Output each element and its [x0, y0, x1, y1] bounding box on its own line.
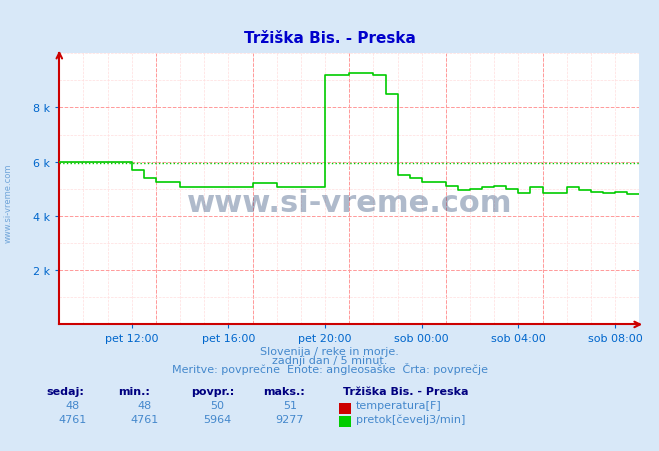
Text: 9277: 9277: [275, 414, 304, 423]
Text: 4761: 4761: [59, 414, 86, 423]
Text: temperatura[F]: temperatura[F]: [356, 400, 442, 410]
Text: 5964: 5964: [204, 414, 231, 423]
Text: 48: 48: [138, 400, 152, 410]
Text: 4761: 4761: [131, 414, 159, 423]
Text: 50: 50: [210, 400, 225, 410]
Text: maks.:: maks.:: [264, 387, 305, 396]
Text: Tržiška Bis. - Preska: Tržiška Bis. - Preska: [244, 31, 415, 46]
Text: zadnji dan / 5 minut.: zadnji dan / 5 minut.: [272, 355, 387, 365]
Text: pretok[čevelj3/min]: pretok[čevelj3/min]: [356, 413, 465, 423]
Text: povpr.:: povpr.:: [191, 387, 235, 396]
Text: Meritve: povprečne  Enote: angleosaške  Črta: povprečje: Meritve: povprečne Enote: angleosaške Čr…: [171, 362, 488, 374]
Text: sedaj:: sedaj:: [46, 387, 84, 396]
Text: www.si-vreme.com: www.si-vreme.com: [186, 189, 512, 217]
Text: Slovenija / reke in morje.: Slovenija / reke in morje.: [260, 346, 399, 356]
Text: Tržiška Bis. - Preska: Tržiška Bis. - Preska: [343, 387, 468, 396]
Text: www.si-vreme.com: www.si-vreme.com: [3, 163, 13, 243]
Text: 51: 51: [283, 400, 297, 410]
Text: min.:: min.:: [119, 387, 150, 396]
Text: 48: 48: [65, 400, 80, 410]
